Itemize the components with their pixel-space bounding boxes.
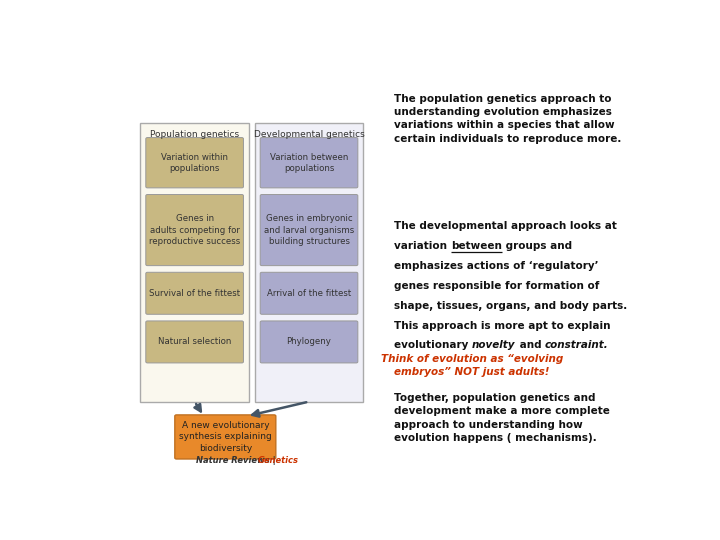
Text: The population genetics approach to
understanding evolution emphasizes
variation: The population genetics approach to unde… bbox=[394, 94, 621, 144]
Text: shape, tissues, organs, and body parts.: shape, tissues, organs, and body parts. bbox=[394, 301, 627, 310]
Text: Natural selection: Natural selection bbox=[158, 338, 231, 347]
FancyBboxPatch shape bbox=[175, 415, 276, 459]
Text: Developmental genetics: Developmental genetics bbox=[253, 131, 364, 139]
FancyBboxPatch shape bbox=[140, 123, 249, 402]
Text: evolutionary: evolutionary bbox=[394, 341, 472, 350]
FancyBboxPatch shape bbox=[145, 321, 243, 363]
FancyBboxPatch shape bbox=[145, 272, 243, 314]
Text: Genetics: Genetics bbox=[258, 456, 298, 465]
Text: Arrival of the fittest: Arrival of the fittest bbox=[267, 289, 351, 298]
Text: emphasizes actions of ‘regulatory’: emphasizes actions of ‘regulatory’ bbox=[394, 261, 598, 271]
Text: Together, population genetics and
development make a more complete
approach to u: Together, population genetics and develo… bbox=[394, 393, 610, 443]
Text: Variation between
populations: Variation between populations bbox=[270, 153, 348, 173]
FancyBboxPatch shape bbox=[255, 123, 364, 402]
Text: genes responsible for formation of: genes responsible for formation of bbox=[394, 281, 600, 291]
Text: Think of evolution as “evolving
embryos” NOT just adults!: Think of evolution as “evolving embryos”… bbox=[381, 354, 563, 377]
FancyBboxPatch shape bbox=[145, 194, 243, 266]
Text: Phylogeny: Phylogeny bbox=[287, 338, 331, 347]
Text: Genes in
adults competing for
reproductive success: Genes in adults competing for reproducti… bbox=[149, 214, 240, 246]
FancyBboxPatch shape bbox=[260, 272, 358, 314]
Text: variation: variation bbox=[394, 241, 451, 251]
Text: between: between bbox=[451, 241, 502, 251]
FancyBboxPatch shape bbox=[260, 194, 358, 266]
FancyBboxPatch shape bbox=[260, 138, 358, 188]
Text: constraint.: constraint. bbox=[545, 341, 608, 350]
Text: Variation within
populations: Variation within populations bbox=[161, 153, 228, 173]
Text: Survival of the fittest: Survival of the fittest bbox=[149, 289, 240, 298]
Text: groups and: groups and bbox=[502, 241, 572, 251]
Text: The developmental approach looks at: The developmental approach looks at bbox=[394, 221, 617, 231]
Text: Genes in embryonic
and larval organisms
building structures: Genes in embryonic and larval organisms … bbox=[264, 214, 354, 246]
Text: This approach is more apt to explain: This approach is more apt to explain bbox=[394, 321, 611, 330]
FancyBboxPatch shape bbox=[260, 321, 358, 363]
Text: novelty: novelty bbox=[472, 341, 516, 350]
FancyBboxPatch shape bbox=[145, 138, 243, 188]
Text: A new evolutionary
synthesis explaining
biodiversity: A new evolutionary synthesis explaining … bbox=[179, 421, 271, 453]
Text: Nature Reviews |: Nature Reviews | bbox=[196, 456, 279, 465]
Text: and: and bbox=[516, 341, 545, 350]
Text: Population genetics: Population genetics bbox=[150, 131, 239, 139]
